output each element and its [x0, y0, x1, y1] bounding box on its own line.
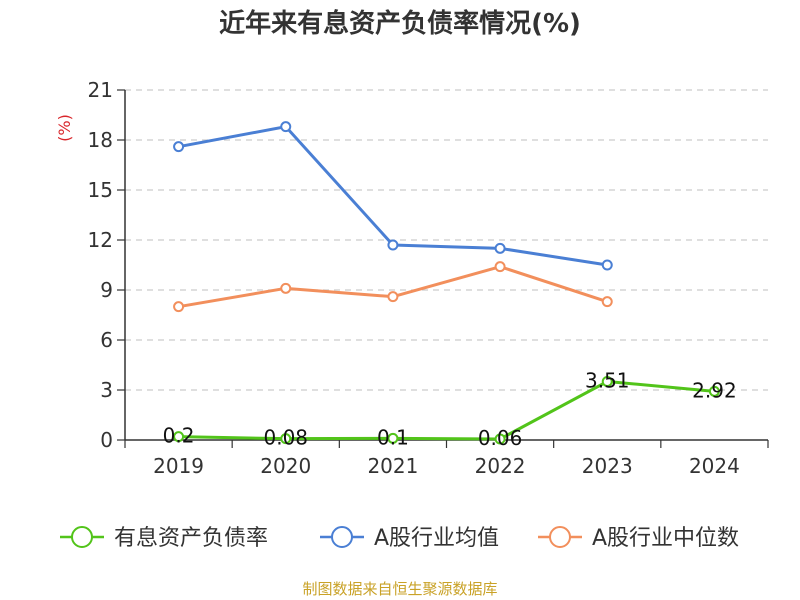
legend-marker: [71, 526, 93, 548]
data-point: [173, 301, 185, 313]
y-tick-label: 0: [100, 428, 113, 452]
legend-marker: [331, 526, 353, 548]
series-2: [173, 261, 613, 313]
data-labels: 0.2 0.08 0.1 0.06 3.51 2.92: [163, 369, 737, 451]
data-point: [601, 296, 613, 308]
legend-item: A股行业均值: [320, 526, 499, 551]
y-tick-label: 6: [100, 328, 113, 352]
data-label: 0.2: [163, 424, 195, 448]
x-tick-label: 2022: [475, 454, 526, 478]
x-tick-label: 2020: [260, 454, 311, 478]
x-tick-label: 2021: [367, 454, 418, 478]
legend-item: A股行业中位数: [538, 526, 739, 551]
data-point: [708, 385, 720, 397]
x-tick-label: 2023: [582, 454, 633, 478]
data-point: [387, 239, 399, 251]
series-layer: [173, 121, 720, 445]
y-tick-label: 3: [100, 378, 113, 402]
data-label: 2.92: [692, 378, 737, 402]
y-axis-label: (%): [55, 114, 74, 142]
data-point: [601, 376, 613, 387]
data-point: [494, 242, 506, 254]
data-point: [387, 432, 399, 444]
data-point: [387, 291, 399, 303]
y-tick-label: 15: [88, 178, 113, 202]
legend: 有息资产负债率 A股行业均值 A股行业中位数: [60, 526, 739, 551]
data-label: 3.51: [585, 369, 630, 393]
source-note: 制图数据来自恒生聚源数据库: [302, 580, 497, 598]
legend-marker: [549, 526, 571, 548]
data-point: [280, 433, 292, 445]
chart-title: 近年来有息资产负债率情况(%): [219, 8, 581, 39]
axes: 0 3 6 9 12 15 18 21 2019 2020 2021 2022 2023 2024: [88, 78, 769, 478]
grid-lines: [125, 89, 768, 391]
y-tick-label: 18: [88, 128, 113, 152]
x-tick-label: 2019: [153, 454, 204, 478]
series-line: [178, 380, 715, 441]
data-point: [494, 433, 506, 445]
series-1: [173, 121, 613, 271]
data-point: [173, 431, 185, 443]
legend-label: 有息资产负债率: [114, 526, 268, 551]
series-0: [173, 376, 720, 445]
x-tick-label: 2024: [689, 454, 740, 478]
data-point: [494, 261, 506, 273]
data-point: [280, 121, 292, 133]
legend-item: 有息资产负债率: [60, 526, 268, 551]
legend-label: A股行业均值: [374, 526, 499, 551]
y-tick-label: 12: [88, 228, 113, 252]
data-point: [280, 282, 292, 294]
data-label: 0.1: [377, 425, 409, 449]
data-point: [173, 141, 185, 153]
data-point: [601, 259, 613, 271]
y-tick-label: 9: [100, 278, 113, 302]
data-label: 0.06: [478, 426, 523, 450]
y-tick-label: 21: [88, 78, 113, 102]
legend-label: A股行业中位数: [592, 526, 739, 551]
data-label: 0.08: [263, 426, 308, 450]
